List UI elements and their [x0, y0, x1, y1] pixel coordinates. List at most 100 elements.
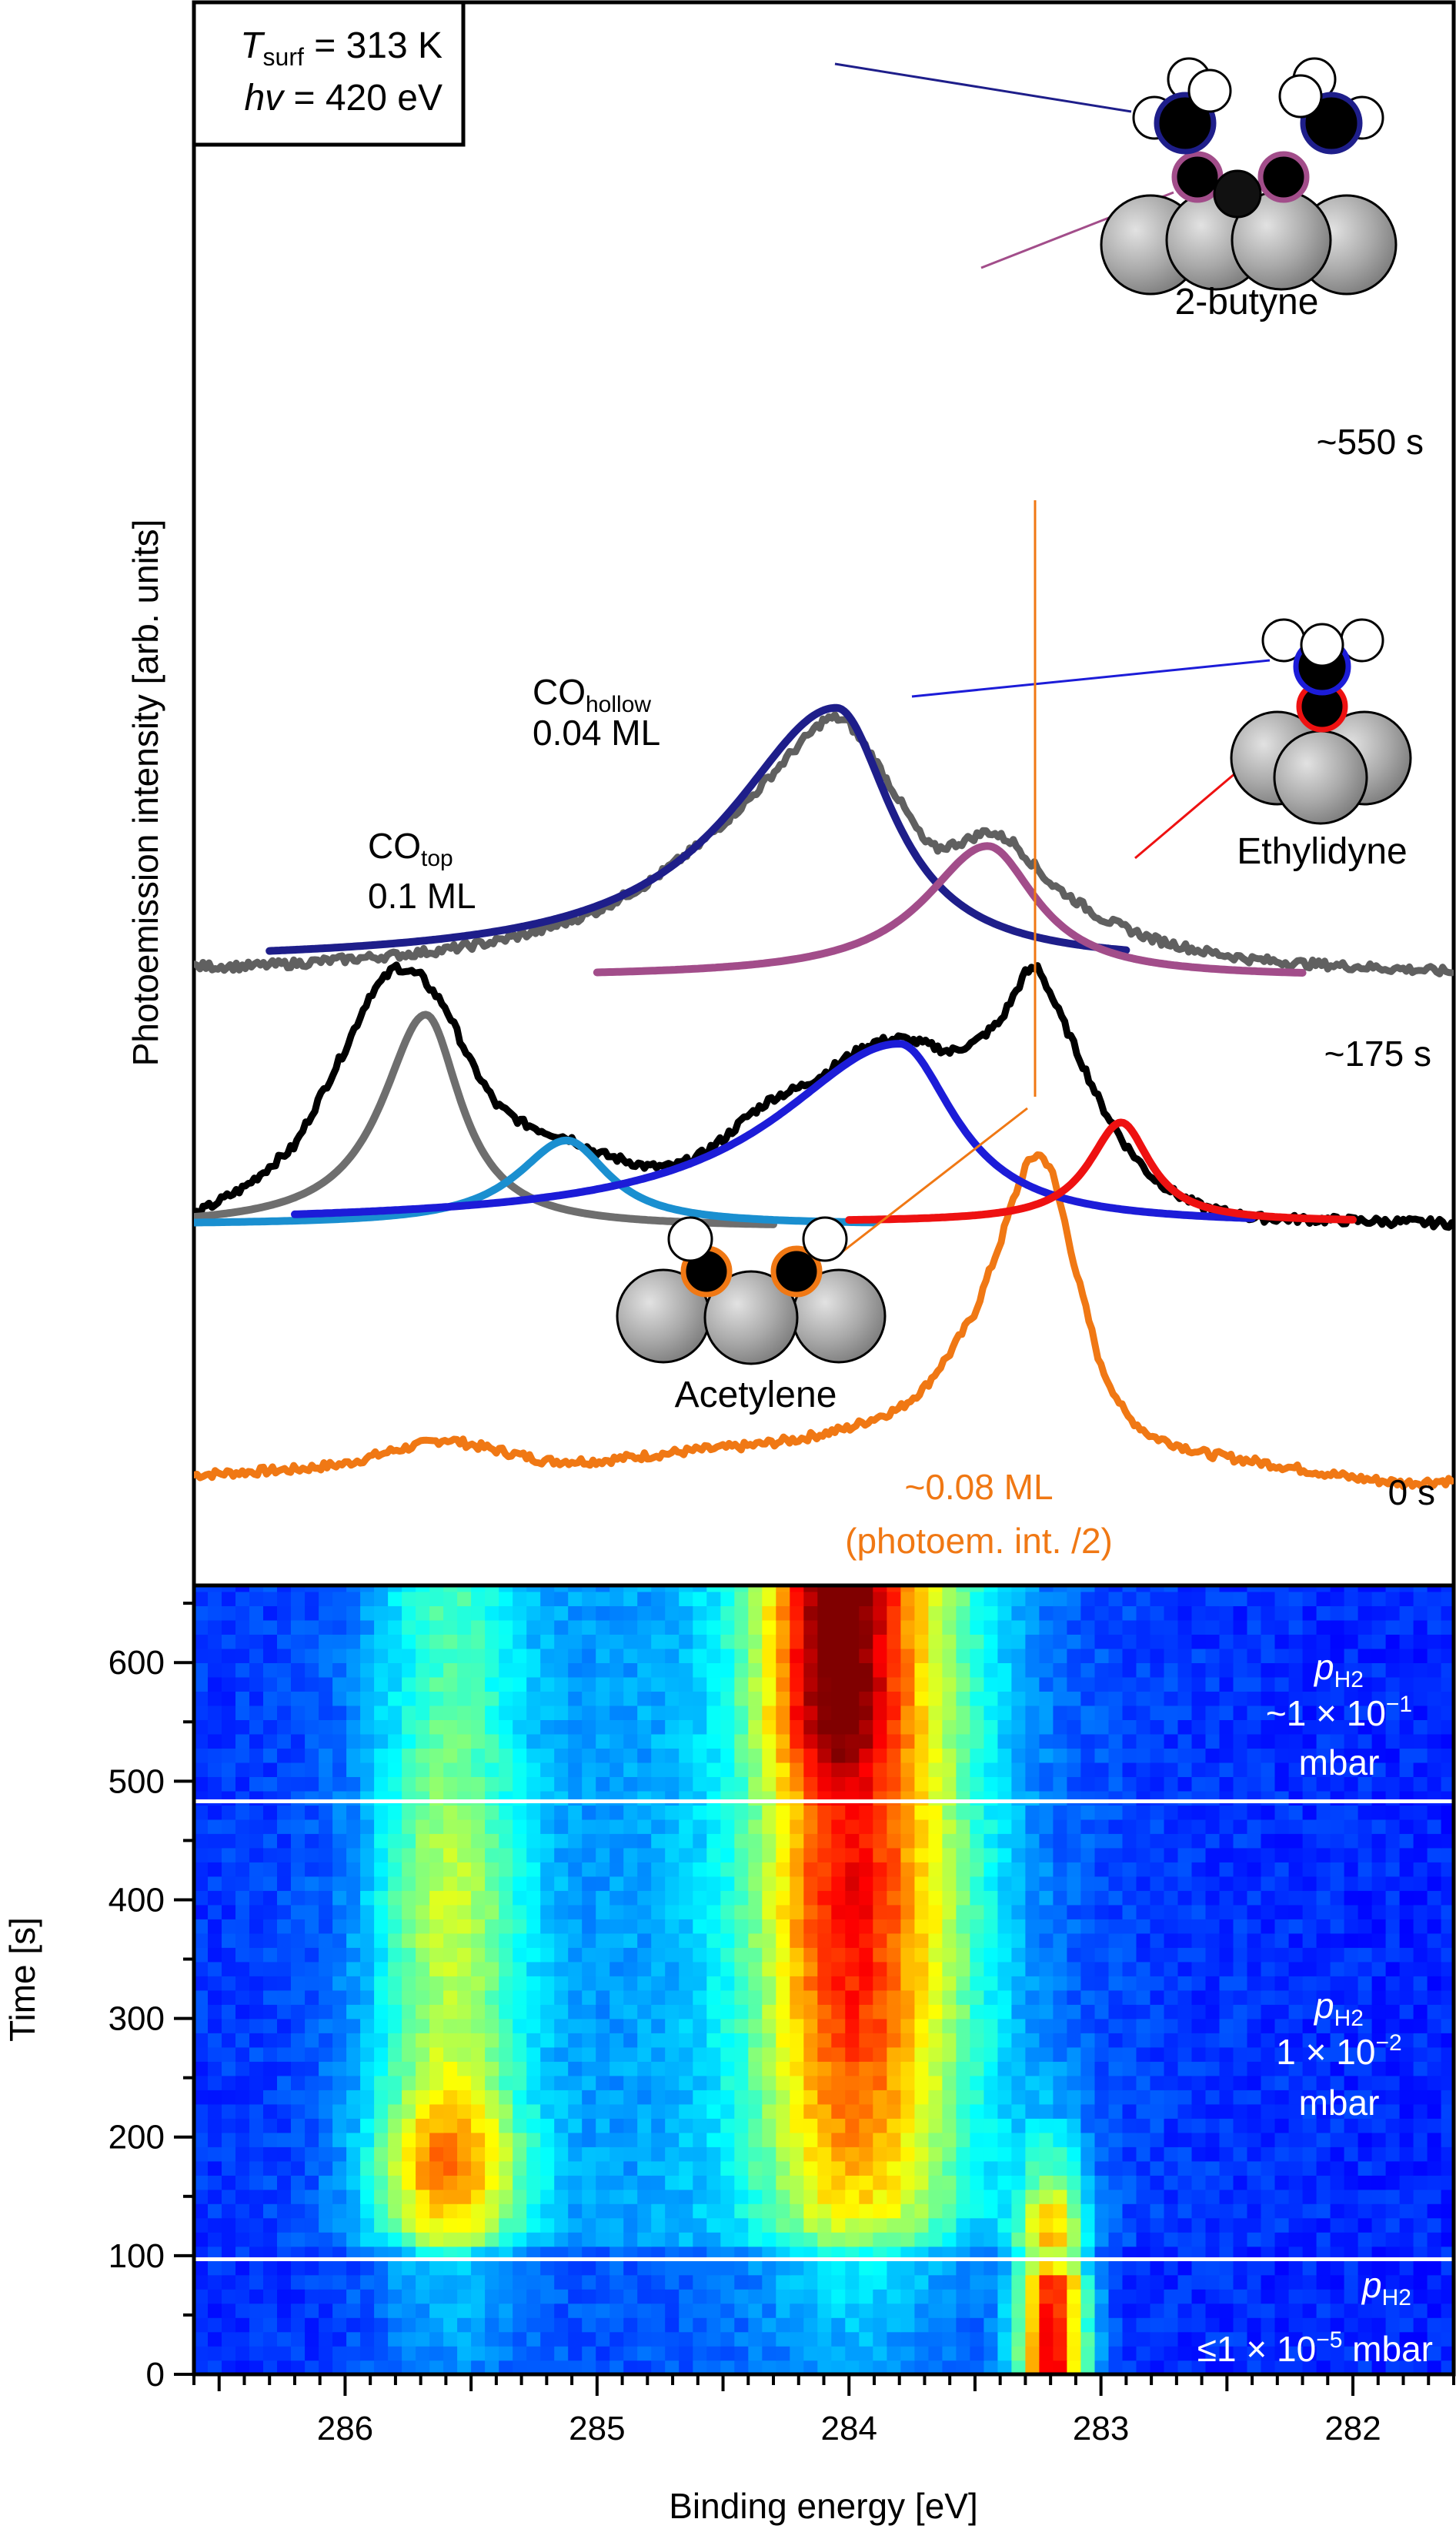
heatmap-cell — [582, 1705, 596, 1720]
heatmap-cell — [831, 2146, 847, 2162]
heatmap-cell — [263, 2232, 278, 2247]
heatmap-cell — [194, 2303, 209, 2318]
heatmap-cell — [1039, 1862, 1054, 1877]
heatmap-cell — [1122, 1676, 1137, 1692]
heatmap-cell — [263, 1719, 278, 1735]
heatmap-cell — [1247, 1933, 1262, 1948]
heatmap-cell — [471, 2317, 486, 2333]
heatmap-cell — [263, 1691, 278, 1706]
heatmap-cell — [1357, 2090, 1373, 2105]
heatmap-cell — [1219, 2260, 1234, 2276]
heatmap-cell — [776, 1989, 791, 2005]
heatmap-cell — [1150, 1619, 1165, 1635]
heatmap-cell — [693, 2331, 708, 2347]
heatmap-cell — [1399, 1776, 1414, 1792]
heatmap-cell — [1039, 2132, 1054, 2147]
heatmap-cell — [443, 1947, 458, 1963]
heatmap-cell — [609, 1748, 624, 1763]
heatmap-cell — [1357, 1705, 1373, 1720]
heatmap-cell — [554, 2046, 569, 2062]
heatmap-cell — [734, 1819, 750, 1834]
heatmap-cell — [1413, 2118, 1428, 2133]
heatmap-cell — [651, 1919, 666, 1934]
heatmap-cell — [1302, 1762, 1317, 1777]
heatmap-cell — [388, 1733, 402, 1749]
heatmap-cell — [1108, 1662, 1124, 1678]
heatmap-cell — [651, 1591, 666, 1606]
heatmap-cell — [623, 2289, 638, 2304]
heatmap-cell — [1053, 1705, 1068, 1720]
heatmap-cell — [235, 1605, 250, 1621]
heatmap-cell — [1316, 1904, 1331, 1919]
heatmap-cell — [1261, 1676, 1276, 1692]
heatmap-cell — [1385, 1819, 1401, 1834]
heatmap-cell — [665, 1890, 680, 1906]
heatmap-cell — [956, 1904, 971, 1919]
heatmap-cell — [748, 1947, 763, 1963]
heatmap-cell — [1261, 2317, 1276, 2333]
heatmap-cell — [845, 1805, 860, 1820]
heatmap-cell — [291, 1762, 306, 1777]
heatmap-cell — [1177, 1748, 1193, 1763]
heatmap-cell — [734, 1733, 750, 1749]
heatmap-cell — [1164, 1876, 1179, 1891]
heatmap-cell — [374, 1634, 389, 1649]
component-ethylidyne-c — [845, 1118, 1357, 1224]
heatmap-cell — [803, 2346, 819, 2361]
heatmap-cell — [1053, 2346, 1068, 2361]
heatmap-cell — [1053, 1933, 1068, 1948]
heatmap-cell — [1385, 2346, 1401, 2361]
heatmap-cell — [1385, 1961, 1401, 1976]
heatmap-cell — [277, 2146, 292, 2162]
heatmap-cell — [596, 2004, 610, 2020]
heatmap-cell — [637, 1691, 652, 1706]
heatmap-cell — [596, 2331, 610, 2347]
heatmap-cell — [305, 1776, 319, 1792]
heatmap-cell — [997, 2090, 1013, 2105]
heatmap-cell — [679, 1634, 693, 1649]
heatmap-cell — [623, 2203, 638, 2219]
heatmap-cell — [235, 1691, 250, 1706]
heatmap-cell — [776, 2217, 791, 2233]
heatmap-cell — [1357, 2061, 1373, 2076]
heatmap-cell — [443, 1961, 458, 1976]
heatmap-cell — [1067, 2331, 1082, 2347]
heatmap-cell — [1385, 1776, 1401, 1792]
heatmap-cell — [540, 1748, 555, 1763]
heatmap-cell — [1288, 1819, 1304, 1834]
heatmap-cell — [568, 2232, 583, 2247]
heatmap-cell — [429, 1976, 444, 1991]
heatmap-cell — [1399, 2103, 1414, 2119]
heatmap-cell — [1094, 1947, 1110, 1963]
heatmap-cell — [997, 1691, 1013, 1706]
heatmap-cell — [1177, 1919, 1193, 1934]
heatmap-cell — [1316, 2331, 1331, 2347]
heatmap-cell — [457, 1691, 472, 1706]
heatmap-cell — [416, 2232, 430, 2247]
heatmap-cell — [568, 1762, 583, 1777]
heatmap-cell — [1108, 1676, 1124, 1692]
heatmap-cell — [997, 1705, 1013, 1720]
heatmap-cell — [914, 2203, 930, 2219]
heatmap-cell — [1385, 2018, 1401, 2033]
heatmap-cell — [956, 2274, 971, 2290]
heatmap-cell — [540, 2203, 555, 2219]
heatmap-cell — [1288, 1605, 1304, 1621]
heatmap-cell — [374, 1790, 389, 1806]
heatmap-cell — [1177, 2160, 1193, 2176]
heatmap-cell — [679, 1733, 693, 1749]
heatmap-cell — [1274, 2232, 1290, 2247]
heatmap-cell — [305, 2033, 319, 2048]
heatmap-cell — [263, 1705, 278, 1720]
heatmap-cell — [887, 1876, 902, 1891]
heatmap-cell — [748, 2331, 763, 2347]
heatmap-cell — [277, 2289, 292, 2304]
heatmap-cell — [291, 2090, 306, 2105]
heatmap-cell — [1205, 1705, 1221, 1720]
heatmap-cell — [374, 1890, 389, 1906]
heatmap-cell — [1025, 1634, 1040, 1649]
heatmap-cell — [499, 1605, 513, 1621]
heatmap-cell — [360, 2260, 375, 2276]
heatmap-cell — [1316, 2160, 1331, 2176]
heatmap-cell — [277, 2317, 292, 2333]
